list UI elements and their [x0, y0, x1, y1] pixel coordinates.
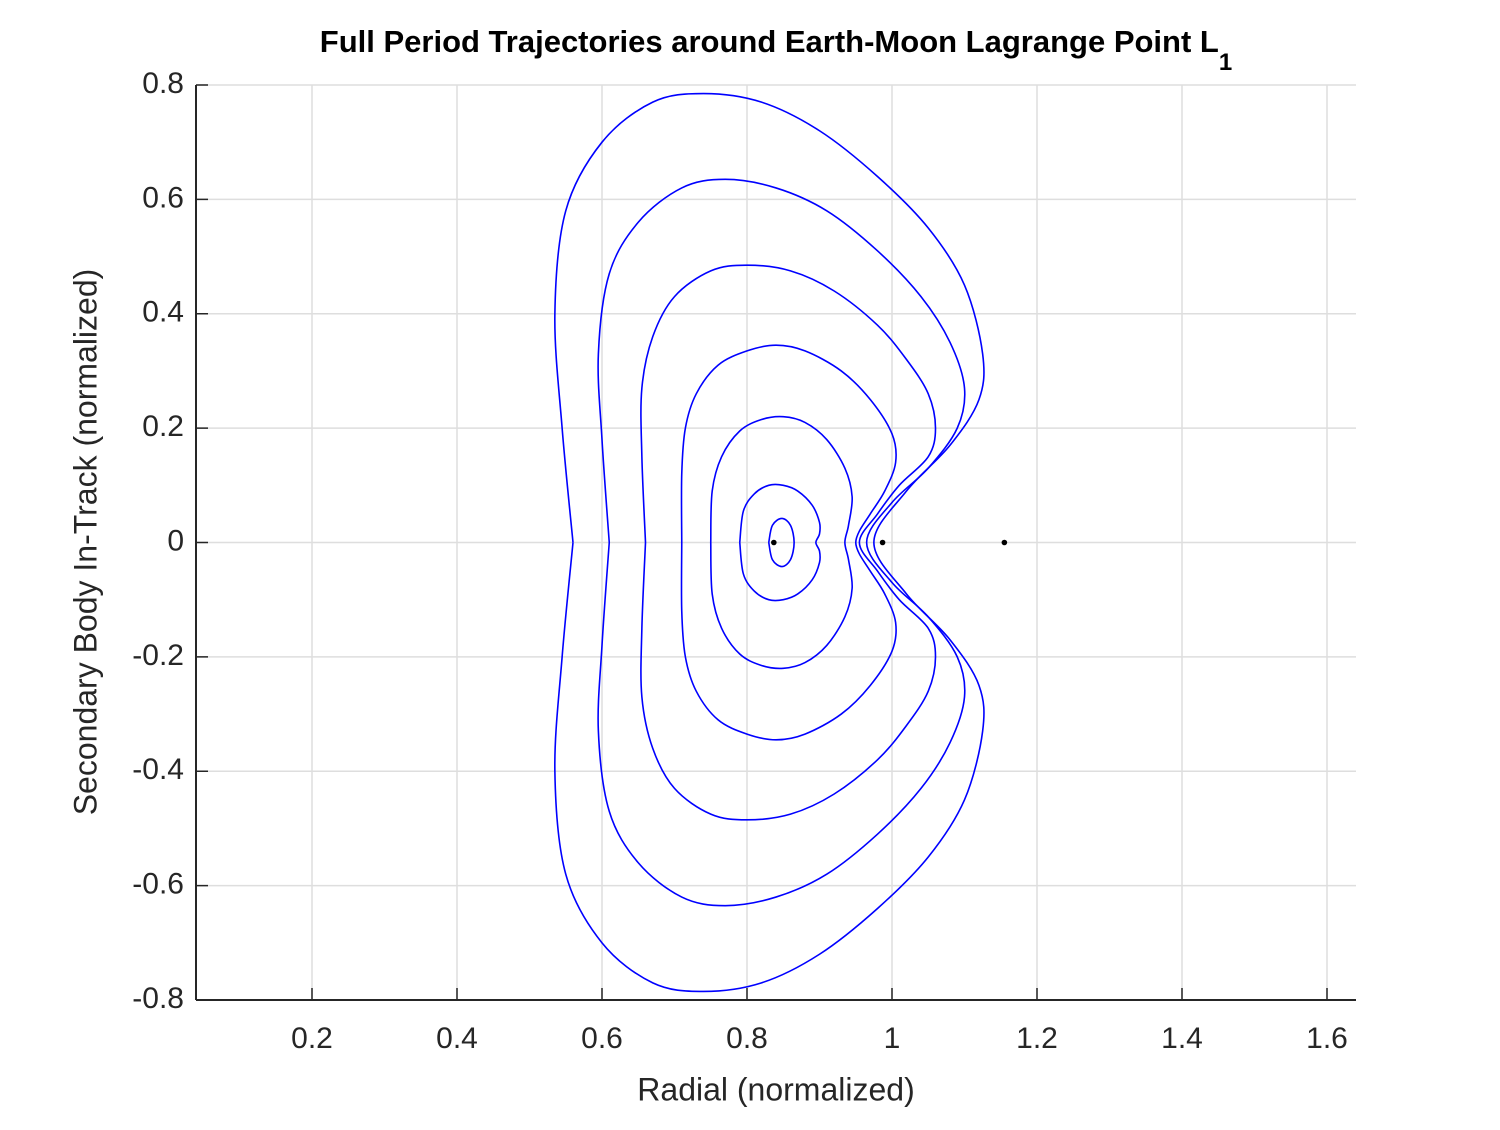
- trajectory: [738, 483, 821, 602]
- y-tick-label: 0.8: [142, 67, 184, 100]
- y-tick-label: 0.4: [142, 296, 184, 329]
- y-tick-label: -0.6: [132, 868, 184, 901]
- x-tick-label: 0.4: [436, 1022, 478, 1055]
- x-tick-label: 1.6: [1306, 1022, 1348, 1055]
- x-tick-label: 0.8: [726, 1022, 768, 1055]
- chart-title: Full Period Trajectories around Earth-Mo…: [320, 24, 1232, 76]
- trajectory: [554, 92, 985, 993]
- title-subscript: 1: [1219, 49, 1232, 76]
- point: [879, 539, 886, 546]
- x-tick-label: 0.6: [581, 1022, 623, 1055]
- point: [1001, 539, 1008, 546]
- x-tick-label: 1: [884, 1022, 901, 1055]
- y-tick-label: 0.2: [142, 410, 184, 443]
- y-tick-label: -0.4: [132, 753, 184, 786]
- x-tick-label: 1.4: [1161, 1022, 1203, 1055]
- point: [771, 539, 777, 546]
- x-tick-label: 1.2: [1016, 1022, 1058, 1055]
- y-tick-label: 0.6: [142, 181, 184, 214]
- trajectory: [680, 344, 897, 741]
- trajectory: [640, 264, 937, 821]
- y-tick-label: 0: [167, 524, 184, 557]
- trajectory: [597, 178, 966, 907]
- title-main: Full Period Trajectories around Earth-Mo…: [320, 24, 1219, 59]
- y-tick-label: -0.2: [132, 639, 184, 672]
- trajectory: [709, 415, 853, 670]
- y-tick-label: -0.8: [132, 982, 184, 1015]
- x-tick-label: 0.2: [291, 1022, 333, 1055]
- x-axis-label: Radial (normalized): [637, 1071, 914, 1107]
- y-axis-label: Secondary Body In-Track (normalized): [67, 269, 103, 816]
- trajectory: [767, 517, 795, 568]
